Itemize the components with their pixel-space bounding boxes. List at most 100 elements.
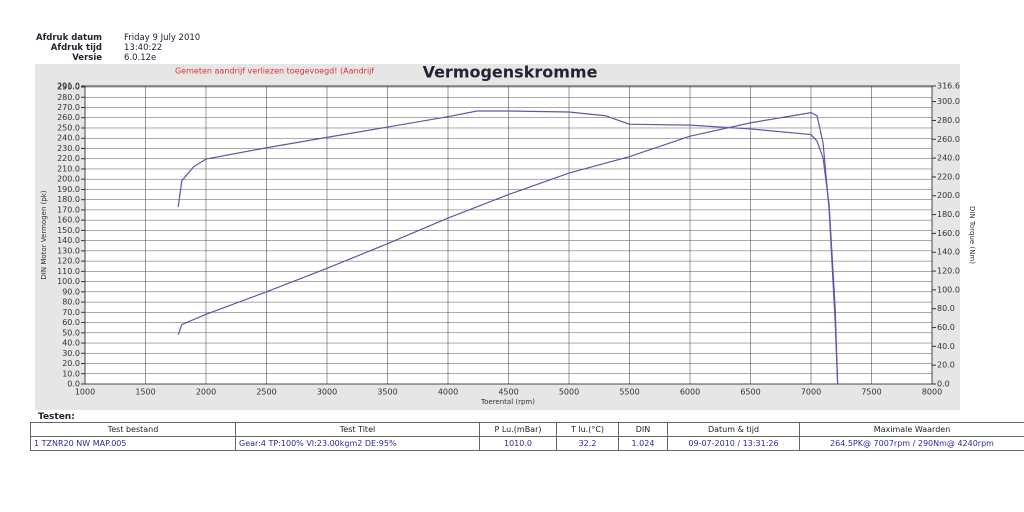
y-tick-label: 220.0: [57, 154, 80, 163]
y2-tick-label: 280.0: [937, 116, 960, 125]
y-tick-label: 90.0: [62, 287, 80, 296]
y-tick-label: 140.0: [57, 236, 80, 245]
y-tick-label: 180.0: [57, 195, 80, 204]
table-row: 1 TZNR20 NW MAP.005 Gear:4 TP:100% VI:23.…: [30, 436, 1024, 451]
header-row: Afdruk tijd 13:40:22: [10, 43, 200, 53]
y-tick-label: 80.0: [62, 298, 80, 307]
y-tick-label: 290.0: [57, 83, 80, 92]
column-header: P Lu.(mBar): [479, 422, 557, 437]
y-tick-label: 280.0: [57, 93, 80, 102]
y2-tick-label: 260.0: [937, 135, 960, 144]
y2-tick-label: 0.0: [937, 380, 950, 389]
x-tick-label: 4000: [438, 388, 458, 397]
x-tick-label: 5500: [619, 388, 639, 397]
chart: Gemeten aandrijf verliezen toegevoegd! (…: [35, 63, 976, 410]
column-header: DIN: [618, 422, 668, 437]
y-tick-label: 260.0: [57, 113, 80, 122]
y2-tick-label: 100.0: [937, 285, 960, 294]
x-tick-label: 2000: [196, 388, 216, 397]
y-tick-label: 120.0: [57, 257, 80, 266]
header-label: Versie: [72, 53, 102, 63]
y-tick-label: 230.0: [57, 144, 80, 153]
header-label: Afdruk tijd: [50, 43, 102, 53]
table-caption: Testen:: [38, 412, 75, 422]
table-cell: 09-07-2010 / 13:31:26: [667, 436, 800, 451]
x-tick-label: 3000: [317, 388, 337, 397]
y-tick-label: 50.0: [62, 328, 80, 337]
y2-tick-label: 220.0: [937, 172, 960, 181]
y-tick-label: 70.0: [62, 308, 80, 317]
x-tick-label: 7500: [861, 388, 881, 397]
y2-tick-label: 20.0: [937, 361, 955, 370]
x-tick-label: 3500: [377, 388, 397, 397]
y-tick-label: 190.0: [57, 185, 80, 194]
column-header: T lu.(°C): [556, 422, 619, 437]
y2-tick-label: 60.0: [937, 323, 955, 332]
y-tick-label: 100.0: [57, 277, 80, 286]
annotation: Gemeten aandrijf verliezen toegevoegd! (…: [175, 67, 374, 76]
y2-tick-label: 120.0: [937, 267, 960, 276]
test-table: Test bestand Test Titel P Lu.(mBar) T lu.(°…: [30, 422, 1024, 451]
y-tick-label: 10.0: [62, 369, 80, 378]
chart-title: Vermogenskromme: [423, 63, 598, 82]
y2-tick-label: 180.0: [937, 210, 960, 219]
header-row: Afdruk datum Friday 9 July 2010: [10, 33, 200, 43]
y-tick-label: 240.0: [57, 134, 80, 143]
header-row: Versie 6.0.12e: [10, 53, 200, 63]
print-header: Afdruk datum Friday 9 July 2010 Afdruk tij…: [10, 33, 200, 63]
y2-tick-label: 200.0: [937, 191, 960, 200]
column-header: Datum & tijd: [667, 422, 800, 437]
header-label: Afdruk datum: [35, 33, 102, 43]
x-tick-label: 1000: [75, 388, 95, 397]
y-tick-label: 60.0: [62, 318, 80, 327]
column-header: Test Titel: [235, 422, 480, 437]
y2-tick-label: 316.6: [937, 82, 960, 91]
y-tick-label: 250.0: [57, 123, 80, 132]
y2-tick-label: 300.0: [937, 97, 960, 106]
header-value: Friday 9 July 2010: [124, 33, 201, 43]
table-cell: 1.024: [618, 436, 668, 451]
x-tick-label: 2500: [256, 388, 276, 397]
header-value: 6.0.12e: [124, 53, 157, 63]
y-tick-label: 170.0: [57, 205, 80, 214]
table-cell: 1010.0: [479, 436, 557, 451]
x-tick-label: 6000: [680, 388, 700, 397]
plot-frame: [84, 85, 933, 385]
table-cell: Gear:4 TP:100% VI:23.00kgm2 DE:95%: [235, 436, 480, 451]
table-cell: 32.2: [556, 436, 619, 451]
y-tick-label: 270.0: [57, 103, 80, 112]
y-tick-label: 291.0: [57, 82, 80, 91]
y2-axis-label: DIN Torque (Nm): [968, 206, 976, 264]
x-axis-label: Toerental (rpm): [480, 398, 535, 406]
y-tick-label: 200.0: [57, 175, 80, 184]
x-tick-label: 5000: [559, 388, 579, 397]
x-tick-label: 6500: [740, 388, 760, 397]
x-tick-label: 4500: [498, 388, 518, 397]
y2-tick-label: 240.0: [937, 154, 960, 163]
data-line: [177, 110, 839, 385]
column-header: Test bestand: [30, 422, 236, 437]
x-tick-label: 1500: [135, 388, 155, 397]
y-tick-label: 150.0: [57, 226, 80, 235]
header-value: 13:40:22: [124, 43, 163, 53]
y2-tick-label: 80.0: [937, 304, 955, 313]
column-header: Maximale Waarden: [799, 422, 1024, 437]
table-cell: 264.5PK@ 7007rpm / 290Nm@ 4240rpm: [799, 436, 1024, 451]
y-tick-label: 20.0: [62, 359, 80, 368]
y-tick-label: 210.0: [57, 164, 80, 173]
y-tick-label: 30.0: [62, 349, 80, 358]
y-tick-label: 0.0: [67, 380, 80, 389]
y-tick-label: 130.0: [57, 246, 80, 255]
y2-tick-label: 40.0: [937, 342, 955, 351]
data-line: [177, 112, 839, 385]
y-tick-label: 40.0: [62, 339, 80, 348]
x-tick-label: 7000: [801, 388, 821, 397]
x-tick-label: 8000: [922, 388, 942, 397]
y-axis-label: DIN Motor Vermogen (pk): [40, 190, 48, 279]
y2-tick-label: 160.0: [937, 229, 960, 238]
y-tick-label: 160.0: [57, 216, 80, 225]
y-tick-label: 110.0: [57, 267, 80, 276]
table-cell: 1 TZNR20 NW MAP.005: [30, 436, 236, 451]
y2-tick-label: 140.0: [937, 248, 960, 257]
